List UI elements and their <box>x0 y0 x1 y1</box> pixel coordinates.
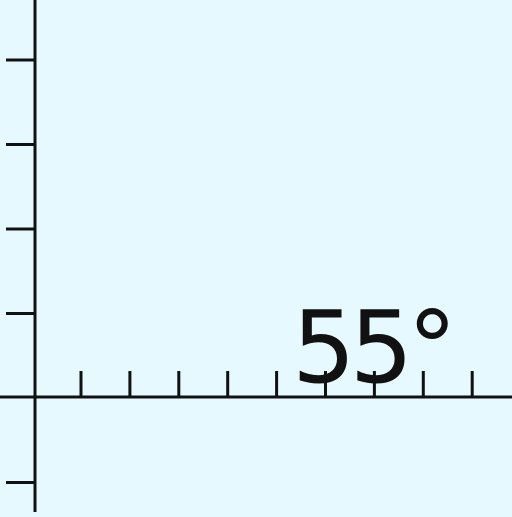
angle-label: 55° <box>292 289 457 406</box>
x-axis-ticks <box>79 371 474 397</box>
y-axis-ticks <box>6 58 35 484</box>
